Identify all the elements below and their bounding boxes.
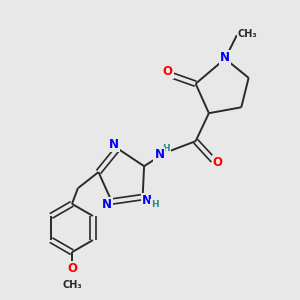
- Text: O: O: [67, 262, 77, 275]
- Text: CH₃: CH₃: [237, 29, 257, 39]
- Text: N: N: [109, 139, 119, 152]
- Text: N: N: [154, 148, 164, 161]
- Text: N: N: [142, 194, 152, 207]
- Text: O: O: [213, 156, 223, 169]
- Text: O: O: [163, 65, 173, 79]
- Text: H: H: [162, 144, 170, 153]
- Text: N: N: [220, 51, 230, 64]
- Text: H: H: [151, 200, 159, 209]
- Text: N: N: [102, 198, 112, 211]
- Text: CH₃: CH₃: [62, 280, 82, 290]
